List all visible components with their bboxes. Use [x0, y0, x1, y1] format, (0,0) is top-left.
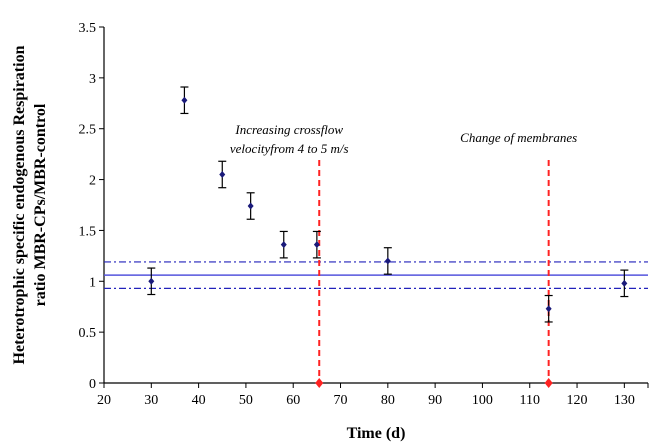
y-tick-label: 3.5	[79, 21, 97, 36]
x-tick-label: 40	[192, 393, 206, 408]
data-point-group	[246, 192, 255, 220]
data-point	[313, 241, 320, 249]
y-axis-title-line2: ratio MBR-CPs/MBR-control	[32, 103, 49, 306]
event-label-line1: Change of membranes	[460, 130, 577, 145]
x-tick-label: 50	[239, 393, 253, 408]
x-tick-label: 70	[334, 393, 348, 408]
data-point-group	[279, 230, 288, 259]
data-point	[280, 241, 287, 249]
data-point	[621, 279, 628, 287]
event-label-line2: velocityfrom 4 to 5 m/s	[230, 141, 349, 156]
y-tick-label: 1.5	[79, 224, 97, 239]
x-axis-title: Time (d)	[347, 425, 406, 442]
data-point	[219, 170, 226, 178]
y-tick-label: 2	[89, 174, 96, 189]
x-tick-label: 20	[97, 393, 111, 408]
x-tick-label: 60	[286, 393, 300, 408]
x-tick-label: 100	[472, 393, 493, 408]
y-tick-label: 0.5	[79, 326, 97, 341]
y-tick-label: 0	[89, 377, 96, 392]
event-label-line1: Increasing crossflow	[234, 122, 343, 137]
data-point-group	[544, 294, 553, 323]
event-marker	[315, 378, 324, 388]
x-tick-label: 120	[567, 393, 588, 408]
x-tick-label: 110	[519, 393, 539, 408]
data-point-group	[312, 230, 321, 259]
axes: 0 0.5 1 1.5 2 2.5 3 3.5 20 30 40 50 60 70 80 90 100 110 12…	[79, 21, 649, 408]
data-point	[384, 257, 391, 265]
data-point	[181, 96, 188, 104]
x-tick-label: 130	[614, 393, 635, 408]
y-tick-label: 2.5	[79, 123, 97, 138]
x-tick-label: 30	[144, 393, 158, 408]
data-point-group	[147, 267, 156, 296]
event-marker	[544, 378, 553, 388]
y-tick-label: 1	[89, 275, 96, 290]
data-point-group	[620, 269, 629, 298]
x-tick-label: 80	[381, 393, 395, 408]
data-point	[545, 305, 552, 313]
y-tick-label: 3	[89, 72, 96, 87]
data-point-group	[218, 160, 227, 189]
data-point-group	[180, 86, 189, 115]
data-point-group	[383, 247, 392, 275]
x-tick-label: 90	[428, 393, 442, 408]
data-point	[148, 277, 155, 285]
data-point	[247, 202, 254, 210]
y-axis-title-line1: Heterotrophic specific endogenous Respir…	[11, 45, 28, 364]
